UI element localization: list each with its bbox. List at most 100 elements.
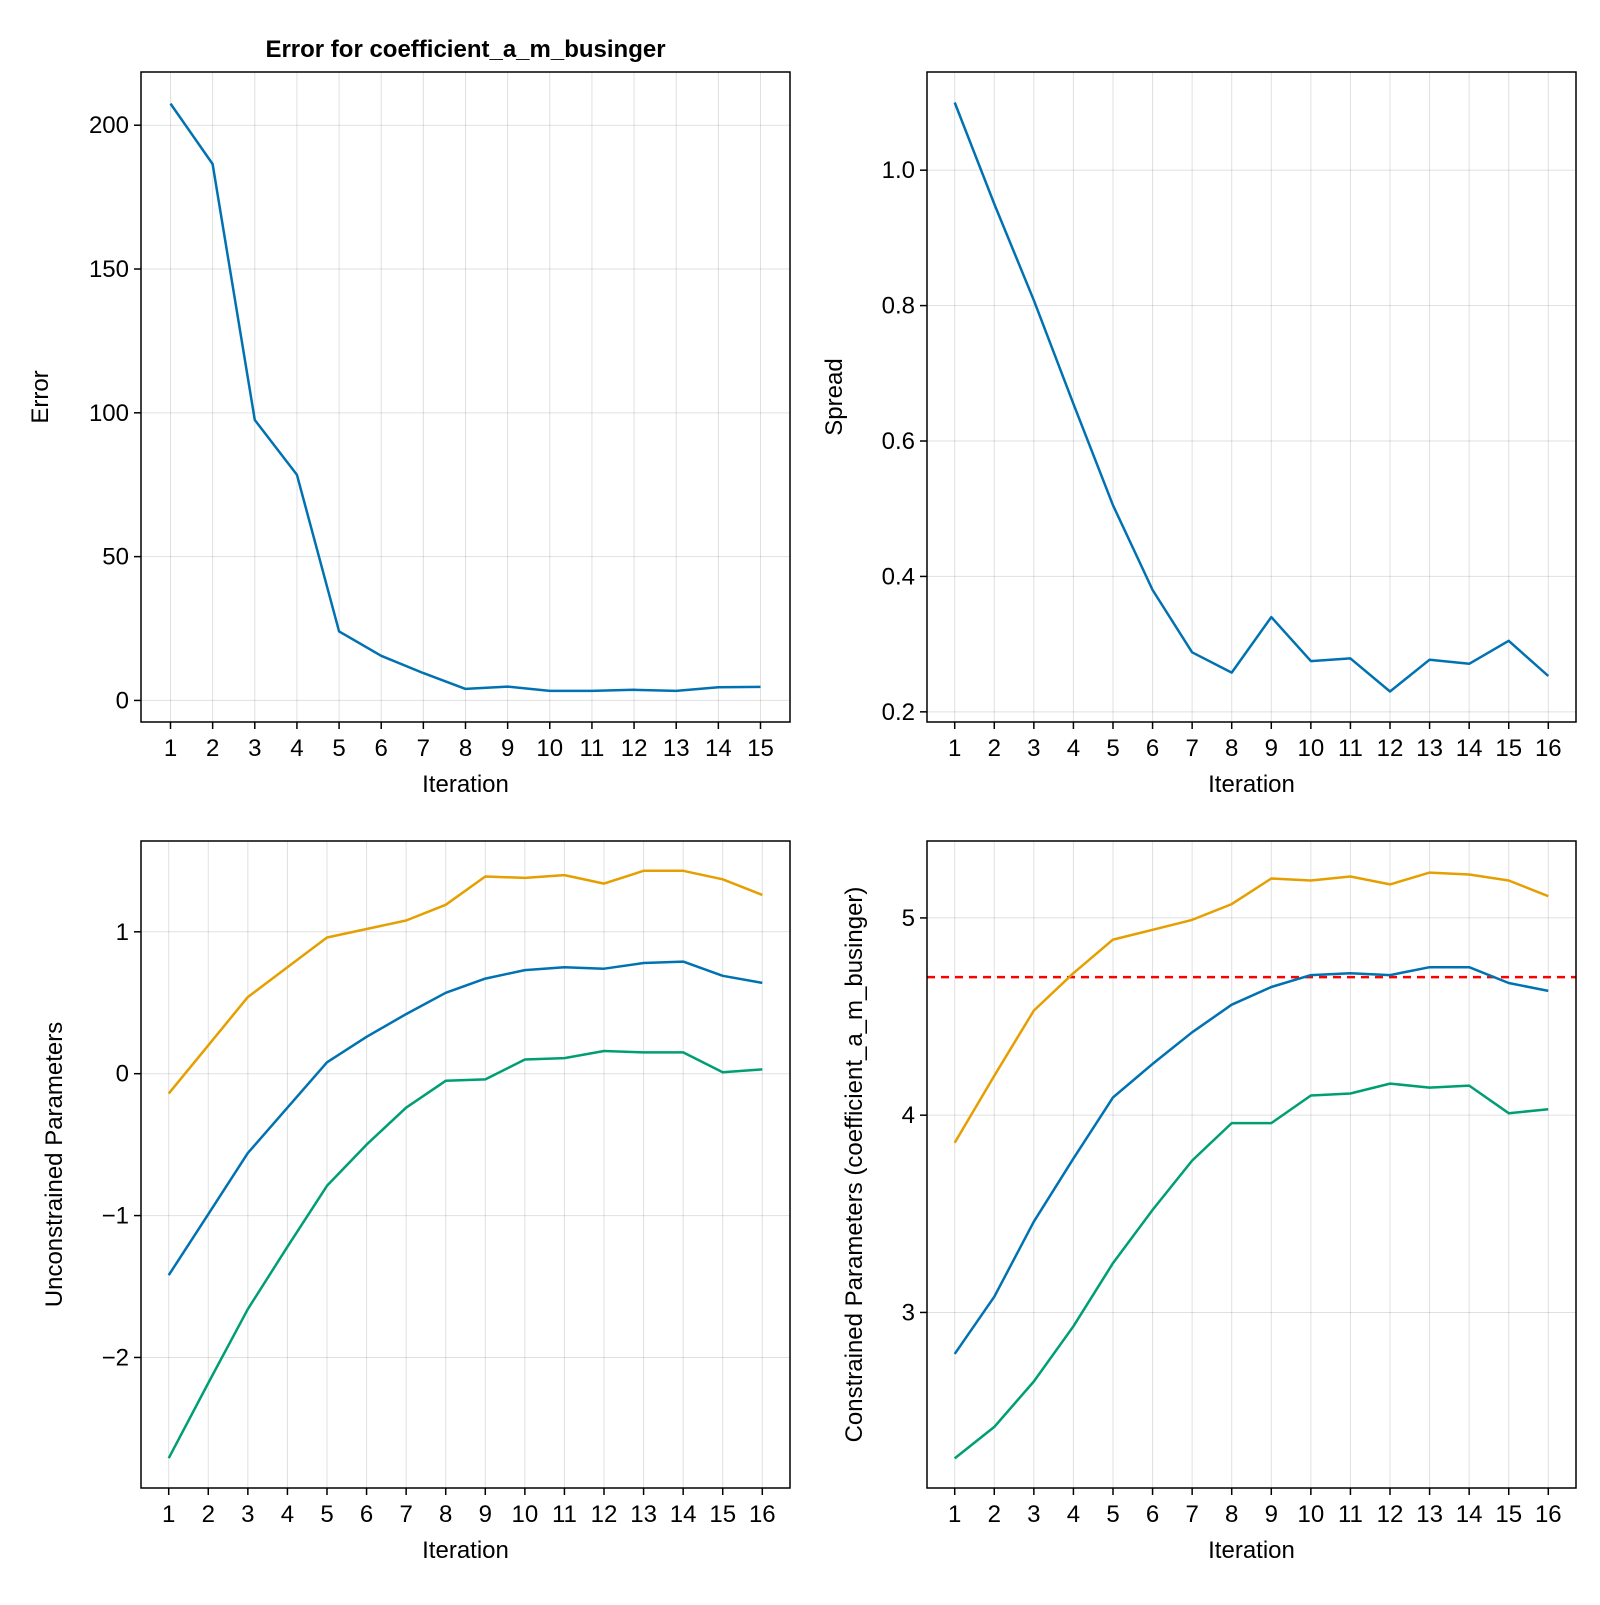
x-tick-label: 13 bbox=[1416, 735, 1443, 762]
chart-panel-2: 1 2 3 4 5 6 7 8 9 10 11 12 13 14 15 160.20.40.60.81.0It… bbox=[821, 71, 1577, 798]
y-tick-label: 0 bbox=[116, 1061, 129, 1088]
x-axis-label: Iteration bbox=[1208, 771, 1295, 798]
x-tick-label: 10 bbox=[1298, 1501, 1325, 1528]
x-axis-label: Iteration bbox=[422, 771, 509, 798]
series-line-2 bbox=[167, 960, 763, 1276]
x-axis-label: Iteration bbox=[1208, 1537, 1295, 1564]
x-tick-label: 15 bbox=[1495, 735, 1522, 762]
x-tick-label: 14 bbox=[670, 1501, 697, 1528]
x-tick-label: 6 bbox=[360, 1501, 373, 1528]
x-tick-label: 5 bbox=[1106, 735, 1119, 762]
x-tick-label: 11 bbox=[1338, 735, 1363, 762]
series-line-1 bbox=[953, 871, 1549, 1144]
series-line-2 bbox=[953, 965, 1549, 1355]
y-tick-label: 0 bbox=[116, 687, 129, 714]
y-axis-label: Constrained Parameters (coefficient_a_m_… bbox=[841, 887, 868, 1443]
x-tick-label: 9 bbox=[479, 1501, 492, 1528]
x-tick-label: 7 bbox=[417, 735, 430, 762]
y-tick-label: 0.4 bbox=[882, 563, 915, 590]
x-tick-label: 4 bbox=[1067, 735, 1080, 762]
x-tick-label: 16 bbox=[1535, 1501, 1562, 1528]
y-axis-label: Error bbox=[27, 370, 54, 423]
y-tick-label: 50 bbox=[102, 544, 129, 571]
x-tick-label: 8 bbox=[1225, 735, 1238, 762]
x-tick-label: 11 bbox=[552, 1501, 577, 1528]
y-tick-label: 200 bbox=[89, 112, 129, 139]
x-tick-label: 8 bbox=[459, 735, 472, 762]
x-tick-label: 13 bbox=[1416, 1501, 1443, 1528]
x-tick-label: 12 bbox=[1377, 1501, 1404, 1528]
series-line-3 bbox=[953, 1082, 1549, 1460]
x-tick-label: 4 bbox=[290, 735, 303, 762]
x-tick-label: 14 bbox=[705, 735, 732, 762]
y-tick-label: 5 bbox=[902, 905, 915, 932]
y-tick-label: −2 bbox=[102, 1344, 129, 1371]
x-tick-label: 1 bbox=[162, 1501, 175, 1528]
y-tick-label: 0.6 bbox=[882, 428, 915, 455]
y-axis-label: Unconstrained Parameters bbox=[41, 1022, 68, 1307]
x-tick-label: 10 bbox=[1298, 735, 1325, 762]
x-tick-label: 3 bbox=[241, 1501, 254, 1528]
x-tick-label: 15 bbox=[709, 1501, 736, 1528]
x-tick-label: 14 bbox=[1456, 1501, 1483, 1528]
y-tick-label: 1 bbox=[116, 919, 129, 946]
x-tick-label: 2 bbox=[206, 735, 219, 762]
x-tick-label: 8 bbox=[1225, 1501, 1238, 1528]
x-tick-label: 4 bbox=[1067, 1501, 1080, 1528]
chart-title: Error for coefficient_a_m_businger bbox=[265, 36, 665, 63]
x-tick-label: 3 bbox=[1027, 1501, 1040, 1528]
x-tick-label: 12 bbox=[591, 1501, 618, 1528]
y-tick-label: 4 bbox=[902, 1102, 915, 1129]
plot-frame bbox=[140, 71, 791, 723]
series-line-1 bbox=[953, 102, 1550, 693]
y-tick-label: 0.8 bbox=[882, 293, 915, 320]
plot-frame bbox=[140, 840, 791, 1489]
x-tick-label: 7 bbox=[399, 1501, 412, 1528]
y-tick-label: 3 bbox=[902, 1299, 915, 1326]
x-tick-label: 15 bbox=[1495, 1501, 1522, 1528]
x-tick-label: 11 bbox=[579, 735, 604, 762]
x-tick-label: 5 bbox=[320, 1501, 333, 1528]
x-tick-label: 6 bbox=[1146, 735, 1159, 762]
plot-frame bbox=[926, 840, 1577, 1489]
x-tick-label: 8 bbox=[439, 1501, 452, 1528]
y-tick-label: −1 bbox=[102, 1203, 129, 1230]
x-tick-label: 13 bbox=[663, 735, 690, 762]
x-tick-label: 14 bbox=[1456, 735, 1483, 762]
chart-panel-3: 1 2 3 4 5 6 7 8 9 10 11 12 13 14 15 16−2−101IterationUn… bbox=[41, 840, 791, 1564]
x-tick-label: 2 bbox=[988, 735, 1001, 762]
x-tick-label: 12 bbox=[621, 735, 648, 762]
x-tick-label: 1 bbox=[164, 735, 177, 762]
series-line-1 bbox=[169, 102, 761, 693]
y-tick-label: 150 bbox=[89, 256, 129, 283]
x-tick-label: 10 bbox=[536, 735, 563, 762]
x-tick-label: 9 bbox=[1265, 1501, 1278, 1528]
y-axis-label: Spread bbox=[821, 358, 848, 435]
series-line-1 bbox=[167, 869, 763, 1095]
x-tick-label: 10 bbox=[512, 1501, 539, 1528]
y-tick-label: 1.0 bbox=[882, 157, 915, 184]
x-tick-label: 6 bbox=[1146, 1501, 1159, 1528]
x-tick-label: 1 bbox=[948, 1501, 961, 1528]
x-tick-label: 13 bbox=[630, 1501, 657, 1528]
series-line-3 bbox=[167, 1049, 763, 1459]
x-axis-label: Iteration bbox=[422, 1537, 509, 1564]
x-tick-label: 2 bbox=[988, 1501, 1001, 1528]
x-tick-label: 5 bbox=[1106, 1501, 1119, 1528]
x-tick-label: 15 bbox=[747, 735, 774, 762]
chart-panel-4: 1 2 3 4 5 6 7 8 9 10 11 12 13 14 15 16345IterationConst… bbox=[841, 840, 1577, 1564]
x-tick-label: 12 bbox=[1377, 735, 1404, 762]
x-tick-label: 1 bbox=[948, 735, 961, 762]
x-tick-label: 5 bbox=[332, 735, 345, 762]
x-tick-label: 3 bbox=[1027, 735, 1040, 762]
x-tick-label: 9 bbox=[501, 735, 514, 762]
y-tick-label: 100 bbox=[89, 400, 129, 427]
x-tick-label: 16 bbox=[1535, 735, 1562, 762]
x-tick-label: 9 bbox=[1265, 735, 1278, 762]
x-tick-label: 2 bbox=[202, 1501, 215, 1528]
x-tick-label: 11 bbox=[1338, 1501, 1363, 1528]
x-tick-label: 3 bbox=[248, 735, 261, 762]
x-tick-label: 6 bbox=[375, 735, 388, 762]
